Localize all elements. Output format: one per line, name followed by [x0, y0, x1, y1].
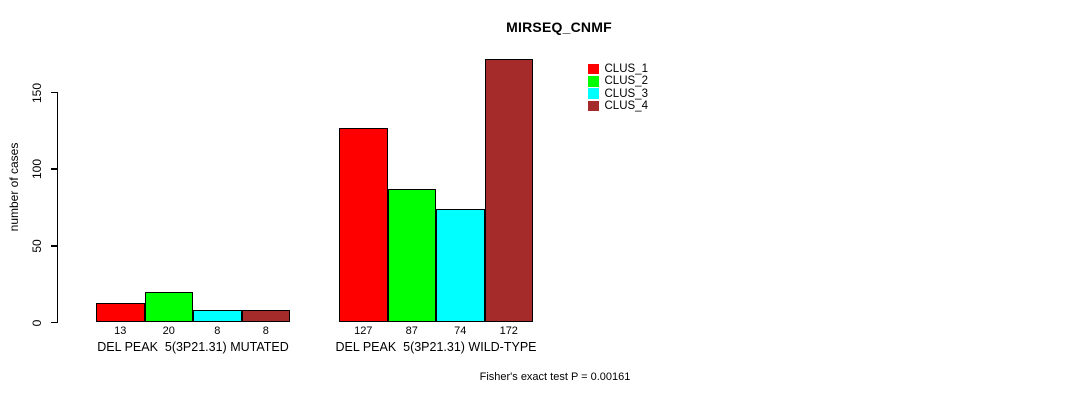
bar-value-label: 13: [114, 324, 127, 337]
y-tick-mark: [50, 245, 58, 247]
bar-clus_2-group2: [387, 189, 436, 323]
legend-label: CLUS_4: [604, 100, 648, 113]
x-category-label: DEL PEAK 5(3P21.31) WILD-TYPE: [335, 340, 537, 354]
y-tick-label: 50: [30, 239, 44, 253]
legend-swatch-clus_4: [588, 100, 599, 112]
legend-item: CLUS_4: [588, 100, 648, 112]
bar-clus_4-group2: [484, 58, 533, 323]
legend-item: CLUS_2: [588, 75, 648, 87]
y-tick-mark: [50, 91, 58, 94]
bar-clus_3-group1: [193, 310, 242, 323]
legend-label: CLUS_3: [604, 87, 648, 100]
y-tick-label: 100: [30, 159, 44, 180]
bar-value-label: 87: [405, 324, 418, 337]
legend-item: CLUS_3: [588, 88, 648, 100]
bar-clus_4-group1: [241, 310, 290, 323]
fisher-test-annotation: Fisher's exact test P = 0.00161: [479, 371, 631, 383]
legend-label: CLUS_2: [604, 75, 648, 88]
bar-value-label: 20: [162, 324, 175, 337]
bar-value-label: 8: [262, 324, 269, 337]
legend-label: CLUS_1: [604, 63, 648, 76]
chart-title: MIRSEQ_CNMF: [506, 19, 612, 35]
y-tick-mark: [50, 321, 58, 324]
y-tick-label: 150: [30, 82, 44, 103]
y-tick-label: 0: [30, 319, 44, 326]
y-axis-label: number of cases: [7, 142, 21, 232]
bar-value-label: 127: [354, 324, 373, 337]
bar-value-label: 8: [214, 324, 221, 337]
bar-clus_3-group2: [436, 209, 485, 323]
y-axis-line: [56, 92, 58, 323]
legend: CLUS_1 CLUS_2 CLUS_3 CLUS_4: [588, 63, 648, 112]
y-tick-mark: [50, 168, 58, 170]
bar-clus_1-group1: [96, 302, 145, 323]
legend-swatch-clus_3: [588, 88, 599, 99]
bar-value-label: 172: [499, 324, 518, 337]
legend-item: CLUS_1: [588, 63, 648, 75]
bar-value-label: 74: [454, 324, 467, 337]
bar-clus_2-group1: [144, 291, 193, 323]
legend-swatch-clus_1: [588, 63, 599, 75]
x-category-label: DEL PEAK 5(3P21.31) MUTATED: [97, 340, 289, 354]
legend-swatch-clus_2: [588, 76, 599, 87]
bar-clus_1-group2: [339, 127, 388, 323]
